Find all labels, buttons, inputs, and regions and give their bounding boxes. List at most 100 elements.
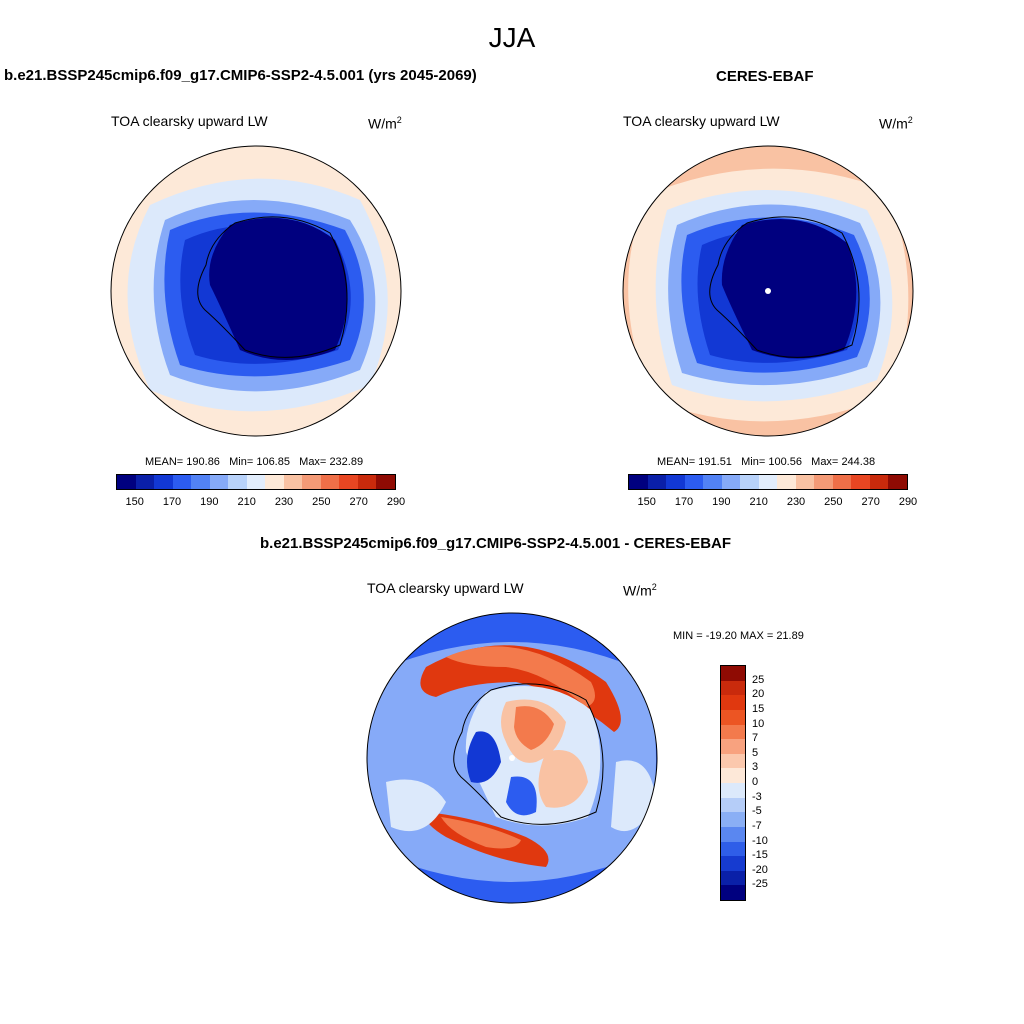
right-colorbar-swatch <box>629 475 648 489</box>
left-colorbar-ticks: 150 170 190 210 230 250 270 290 <box>116 496 405 510</box>
left-colorbar-swatch <box>117 475 136 489</box>
right-polar-map <box>622 145 914 437</box>
diff-colorbar-swatch <box>721 870 745 886</box>
left-colorbar-swatch <box>246 475 266 489</box>
diff-colorbar-swatch <box>721 783 745 798</box>
left-colorbar-tick-label: 270 <box>349 496 368 508</box>
diff-colorbar-tick-label: 3 <box>752 761 759 774</box>
right-colorbar-swatch <box>777 475 796 489</box>
diff-colorbar-swatch <box>721 680 745 696</box>
right-colorbar-tick-label: 170 <box>674 496 694 508</box>
diff-colorbar-tick-label: 10 <box>752 717 765 730</box>
left-colorbar-swatch <box>191 475 210 489</box>
left-colorbar: 150 170 190 210 230 250 270 290 <box>116 474 405 510</box>
right-colorbar-swatch <box>851 475 870 489</box>
diff-colorbar-tick-label: -3 <box>752 790 762 803</box>
diff-colorbar-tick-label: 0 <box>752 776 759 788</box>
diff-polar-map <box>366 612 658 904</box>
diff-colorbar-swatch <box>721 841 745 857</box>
right-colorbar-swatch <box>795 475 815 489</box>
diff-colorbar <box>720 665 746 901</box>
left-colorbar-tick-label: 190 <box>200 496 219 508</box>
left-colorbar-tick-label: 150 <box>125 496 144 508</box>
left-colorbar-swatch <box>320 475 340 489</box>
diff-colorbar-swatch <box>721 753 745 769</box>
left-colorbar-swatches <box>116 474 396 490</box>
diff-colorbar-tick-label: -25 <box>752 878 768 891</box>
left-colorbar-tick-label: 210 <box>237 496 256 508</box>
right-colorbar-swatches <box>628 474 908 490</box>
diff-panel-title: b.e21.BSSP245cmip6.f09_g17.CMIP6-SSP2-4.… <box>260 535 732 552</box>
left-variable-label: TOA clearsky upward LW <box>111 113 268 129</box>
right-units-label: W/m2 <box>879 115 913 132</box>
left-units-label: W/m2 <box>368 115 402 132</box>
diff-colorbar-swatch <box>721 709 745 725</box>
diff-colorbar-swatch <box>721 812 745 827</box>
left-colorbar-tick-label: 290 <box>386 496 406 508</box>
diff-colorbar-swatch <box>721 739 745 754</box>
right-colorbar-swatch <box>666 475 685 489</box>
left-colorbar-swatch <box>302 475 321 489</box>
right-colorbar-swatch <box>740 475 759 489</box>
diff-colorbar-swatch <box>721 856 745 871</box>
left-colorbar-swatch <box>357 475 377 489</box>
diff-units-label: W/m2 <box>623 582 657 599</box>
diff-colorbar-swatch <box>721 695 745 710</box>
left-colorbar-tick-label: 170 <box>162 496 182 508</box>
right-colorbar: 150 170 190 210 230 250 270 290 <box>628 474 917 510</box>
right-colorbar-tick-label: 210 <box>749 496 768 508</box>
right-stats: MEAN= 191.51 Min= 100.56 Max= 244.38 <box>657 456 876 468</box>
right-colorbar-swatch <box>647 475 667 489</box>
right-colorbar-swatch <box>869 475 889 489</box>
diff-colorbar-swatch <box>721 768 745 783</box>
diff-colorbar-swatch <box>721 826 745 842</box>
diff-colorbar-tick-label: -7 <box>752 819 762 832</box>
diff-colorbar-swatch <box>721 724 745 740</box>
right-colorbar-ticks: 150 170 190 210 230 250 270 290 <box>628 496 917 510</box>
left-panel-title: b.e21.BSSP245cmip6.f09_g17.CMIP6-SSP2-4.… <box>4 67 477 84</box>
right-colorbar-tick-label: 250 <box>824 496 843 508</box>
diff-colorbar-tick-label: 25 <box>752 673 765 686</box>
diff-colorbar-tick-label: -5 <box>752 805 762 818</box>
left-colorbar-swatch <box>135 475 155 489</box>
left-colorbar-swatch <box>172 475 192 489</box>
left-colorbar-swatch <box>265 475 284 489</box>
diff-colorbar-tick-label: 15 <box>752 702 765 715</box>
right-colorbar-swatch <box>721 475 741 489</box>
diff-colorbar-tick-label: -15 <box>752 849 768 862</box>
diff-variable-label: TOA clearsky upward LW <box>367 580 524 596</box>
season-title: JJA <box>488 22 536 53</box>
left-colorbar-tick-label: 250 <box>312 496 331 508</box>
diff-colorbar-ticks: 25 20 15 10 7 5 3 0 -3 -5 -7 -10 -15 -20 -25 <box>752 665 792 899</box>
left-polar-map <box>110 145 402 437</box>
diff-colorbar-swatch <box>721 885 745 900</box>
right-colorbar-tick-label: 290 <box>898 496 918 508</box>
diff-colorbar-tick-label: 20 <box>752 688 765 701</box>
diff-colorbar-swatch <box>721 666 745 681</box>
left-colorbar-swatch <box>283 475 303 489</box>
left-colorbar-swatch <box>209 475 229 489</box>
diff-colorbar-tick-label: 5 <box>752 746 759 759</box>
diff-colorbar-tick-label: -10 <box>752 834 768 847</box>
left-colorbar-swatch <box>228 475 247 489</box>
left-colorbar-swatch <box>339 475 358 489</box>
right-colorbar-swatch <box>684 475 704 489</box>
right-variable-label: TOA clearsky upward LW <box>623 113 780 129</box>
right-colorbar-swatch <box>888 475 907 489</box>
right-colorbar-swatch <box>758 475 778 489</box>
left-colorbar-tick-label: 230 <box>274 496 294 508</box>
right-panel-title: CERES-EBAF <box>716 68 814 85</box>
diff-colorbar-tick-label: -20 <box>752 863 768 876</box>
left-stats: MEAN= 190.86 Min= 106.85 Max= 232.89 <box>145 456 364 468</box>
right-colorbar-tick-label: 270 <box>861 496 880 508</box>
diff-colorbar-swatch <box>721 797 745 813</box>
right-colorbar-tick-label: 150 <box>637 496 656 508</box>
diff-minmax: MIN = -19.20 MAX = 21.89 <box>673 630 804 642</box>
right-colorbar-swatch <box>703 475 722 489</box>
diff-colorbar-tick-label: 7 <box>752 732 759 745</box>
left-colorbar-swatch <box>376 475 395 489</box>
right-colorbar-swatch <box>814 475 833 489</box>
left-colorbar-swatch <box>154 475 173 489</box>
right-colorbar-tick-label: 230 <box>786 496 806 508</box>
right-colorbar-swatch <box>832 475 852 489</box>
